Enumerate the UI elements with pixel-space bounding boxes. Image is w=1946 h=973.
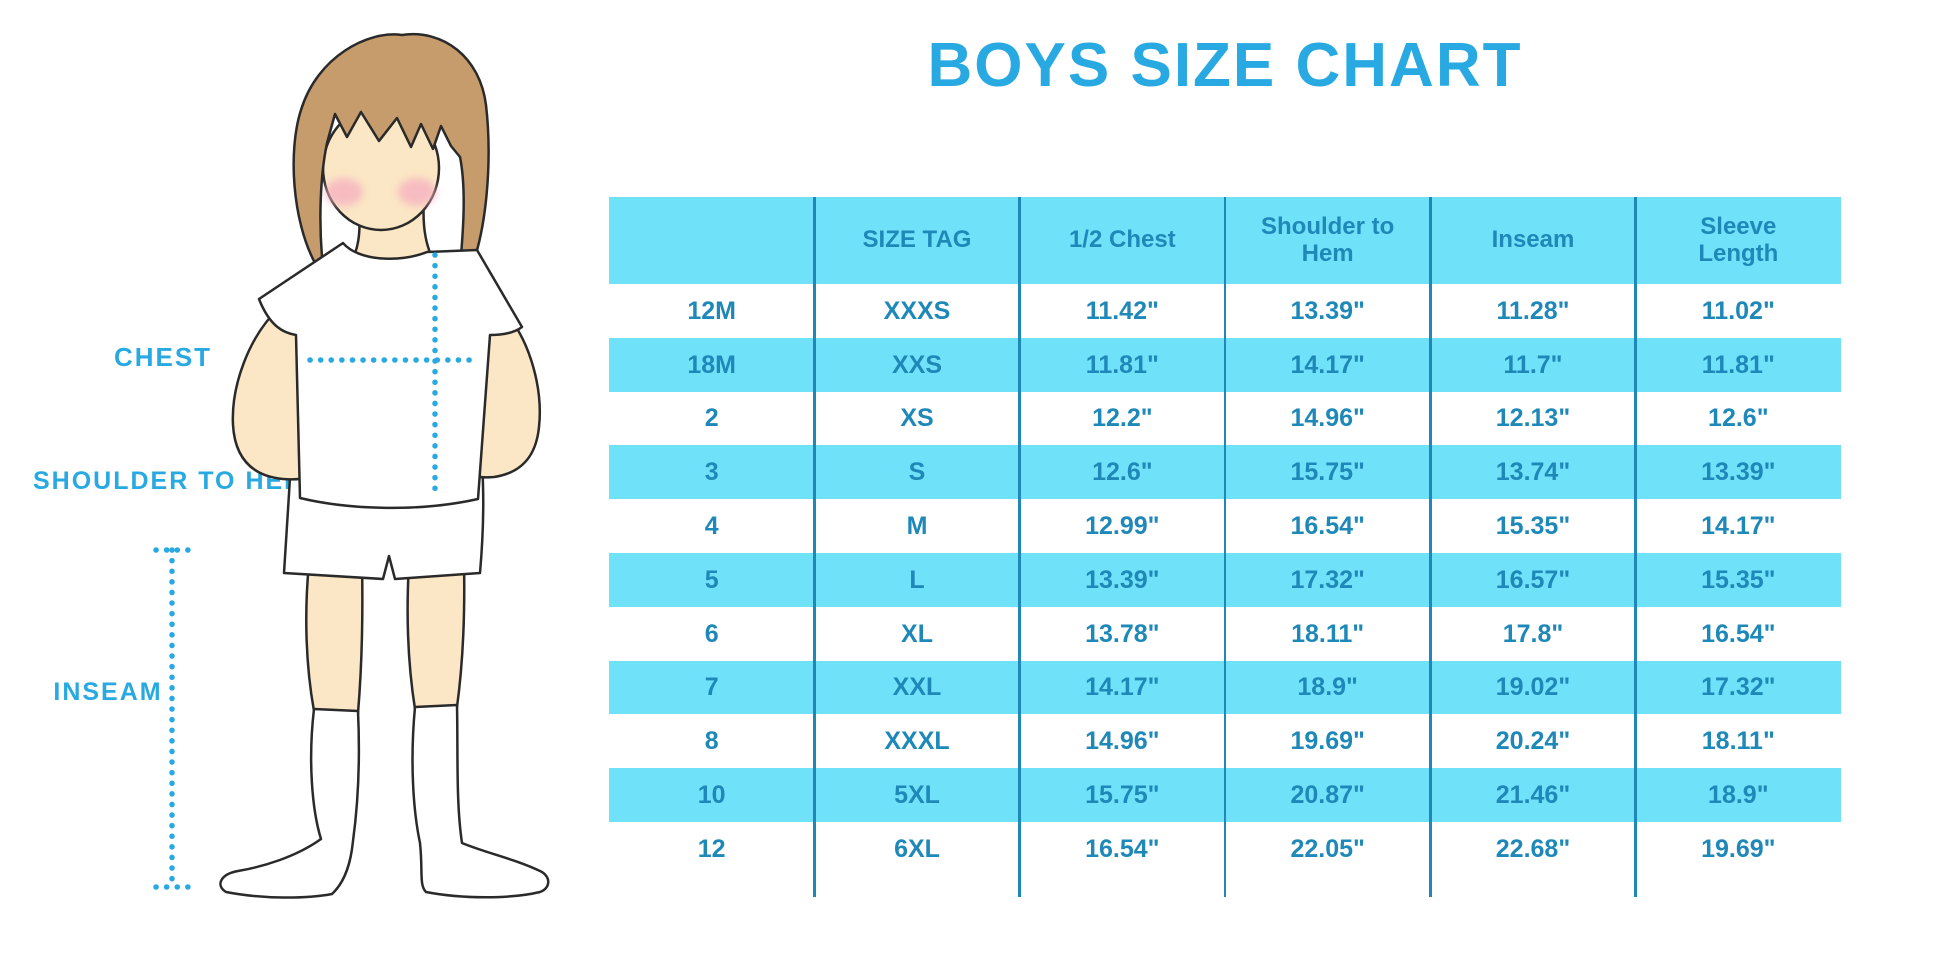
boy-illustration xyxy=(153,32,550,899)
table-cell: 17.32" xyxy=(1290,565,1365,594)
table-cell: 14.96" xyxy=(1290,404,1365,433)
column-separator xyxy=(1018,197,1021,897)
header-cell-half-chest: 1/2 Chest xyxy=(1068,226,1176,254)
table-cell: 19.69" xyxy=(1701,834,1776,863)
table-cell: XXL xyxy=(892,673,942,702)
table-cell: 16.57" xyxy=(1495,565,1571,594)
table-cell: 22.68" xyxy=(1495,834,1571,863)
table-cell: 15.75" xyxy=(1290,458,1365,487)
table-cell: 18.11" xyxy=(1701,727,1775,756)
tshirt-shape xyxy=(257,241,524,510)
table-cell: 15.75" xyxy=(1085,781,1160,810)
table-cell: 18.11" xyxy=(1291,619,1365,648)
column-separator xyxy=(813,197,816,897)
table-cell: 3 xyxy=(704,458,719,487)
inseam-label: INSEAM xyxy=(53,678,163,706)
table-cell: 14.17" xyxy=(1085,673,1160,702)
table-cell: 13.39" xyxy=(1085,565,1160,594)
table-cell: 19.02" xyxy=(1495,673,1571,702)
table-row: 8 XXXL 14.96" 19.69" 20.24" 18.11" xyxy=(609,714,1841,768)
table-cell: 6XL xyxy=(894,834,940,863)
table-cell: 12.6" xyxy=(1708,404,1769,433)
table-cell: 12.13" xyxy=(1495,404,1571,433)
table-cell: 15.35" xyxy=(1701,565,1776,594)
table-row: 4 M 12.99" 16.54" 15.35" 14.17" xyxy=(609,499,1841,553)
table-cell: 11.81" xyxy=(1085,350,1159,379)
table-row: 2 XS 12.2" 14.96" 12.13" 12.6" xyxy=(609,392,1841,446)
table-cell: 18.9" xyxy=(1297,673,1358,702)
table-cell: 13.78" xyxy=(1085,619,1160,648)
column-separator xyxy=(1634,197,1637,897)
table-cell: 12 xyxy=(697,834,726,863)
header-cell-shoulder-to-hem: Shoulder to Hem xyxy=(1260,212,1395,267)
column-separator xyxy=(1223,197,1227,897)
table-cell: XXS xyxy=(891,350,942,379)
table-cell: 17.8" xyxy=(1502,619,1564,648)
table-cell: 13.74" xyxy=(1495,458,1571,487)
table-cell: 18M xyxy=(687,350,736,379)
table-cell: XL xyxy=(901,619,933,648)
table-cell: M xyxy=(906,512,928,541)
table-cell: 4 xyxy=(704,512,719,541)
table-cell: 11.02" xyxy=(1701,296,1775,325)
table-cell: 5 xyxy=(704,565,719,594)
hair-shape xyxy=(292,32,490,280)
header-cell-inseam: Inseam xyxy=(1491,226,1575,254)
page-title: BOYS SIZE CHART xyxy=(927,31,1523,100)
table-cell: 11.28" xyxy=(1496,296,1570,325)
table-cell: 16.54" xyxy=(1290,512,1365,541)
column-separator xyxy=(1429,197,1432,897)
header-cell-size-tag: SIZE TAG xyxy=(862,226,972,254)
table-row: 12 6XL 16.54" 22.05" 22.68" 19.69" xyxy=(609,822,1841,876)
table-cell: 10 xyxy=(697,781,726,810)
table-cell: 12.2" xyxy=(1092,404,1153,433)
left-leg-shape xyxy=(305,561,364,715)
table-cell: 14.17" xyxy=(1290,350,1365,379)
table-cell: 14.96" xyxy=(1085,727,1160,756)
table-cell: 21.46" xyxy=(1495,781,1571,810)
table-cell: 16.54" xyxy=(1085,834,1160,863)
table-cell: S xyxy=(908,458,926,487)
table-cell: 12.99" xyxy=(1085,512,1160,541)
table-cell: 20.24" xyxy=(1495,727,1571,756)
table-cell: 12.6" xyxy=(1092,458,1153,487)
table-cell: 7 xyxy=(704,673,719,702)
table-cell: 11.7" xyxy=(1503,350,1563,379)
table-cell: XXXL xyxy=(884,727,950,756)
table-cell: XXXS xyxy=(883,296,951,325)
table-cell: 17.32" xyxy=(1701,673,1776,702)
table-cell: 11.81" xyxy=(1701,350,1775,379)
right-sock-shape xyxy=(411,703,550,899)
table-cell: 8 xyxy=(704,727,719,756)
table-cell: 20.87" xyxy=(1290,781,1365,810)
table-cell: 13.39" xyxy=(1290,296,1365,325)
table-cell: 11.42" xyxy=(1085,296,1159,325)
table-cell: 22.05" xyxy=(1290,834,1365,863)
table-cell: 12M xyxy=(687,296,736,325)
table-cell: 15.35" xyxy=(1495,512,1571,541)
blush-right xyxy=(398,178,436,206)
table-cell: 13.39" xyxy=(1701,458,1776,487)
table-cell: 2 xyxy=(704,404,719,433)
table-cell: L xyxy=(909,565,925,594)
header-cell-size xyxy=(609,197,814,284)
size-chart-table: SIZE TAG 1/2 Chest Shoulder to Hem Insea… xyxy=(609,197,1841,897)
table-cell: 14.17" xyxy=(1701,512,1776,541)
table-cell: 19.69" xyxy=(1290,727,1365,756)
right-leg-shape xyxy=(406,561,466,711)
table-cell: 16.54" xyxy=(1701,619,1776,648)
table-row: 6 XL 13.78" 18.11" 17.8" 16.54" xyxy=(609,607,1841,661)
blush-left xyxy=(325,178,363,206)
header-cell-sleeve-length: Sleeve Length xyxy=(1698,212,1779,267)
table-row: 12M XXXS 11.42" 13.39" 11.28" 11.02" xyxy=(609,284,1841,338)
table-cell: 5XL xyxy=(894,781,940,810)
left-sock-shape xyxy=(219,707,361,899)
table-cell: XS xyxy=(900,404,934,433)
table-cell: 18.9" xyxy=(1708,781,1769,810)
table-cell: 6 xyxy=(704,619,719,648)
chest-label: CHEST xyxy=(113,342,213,372)
